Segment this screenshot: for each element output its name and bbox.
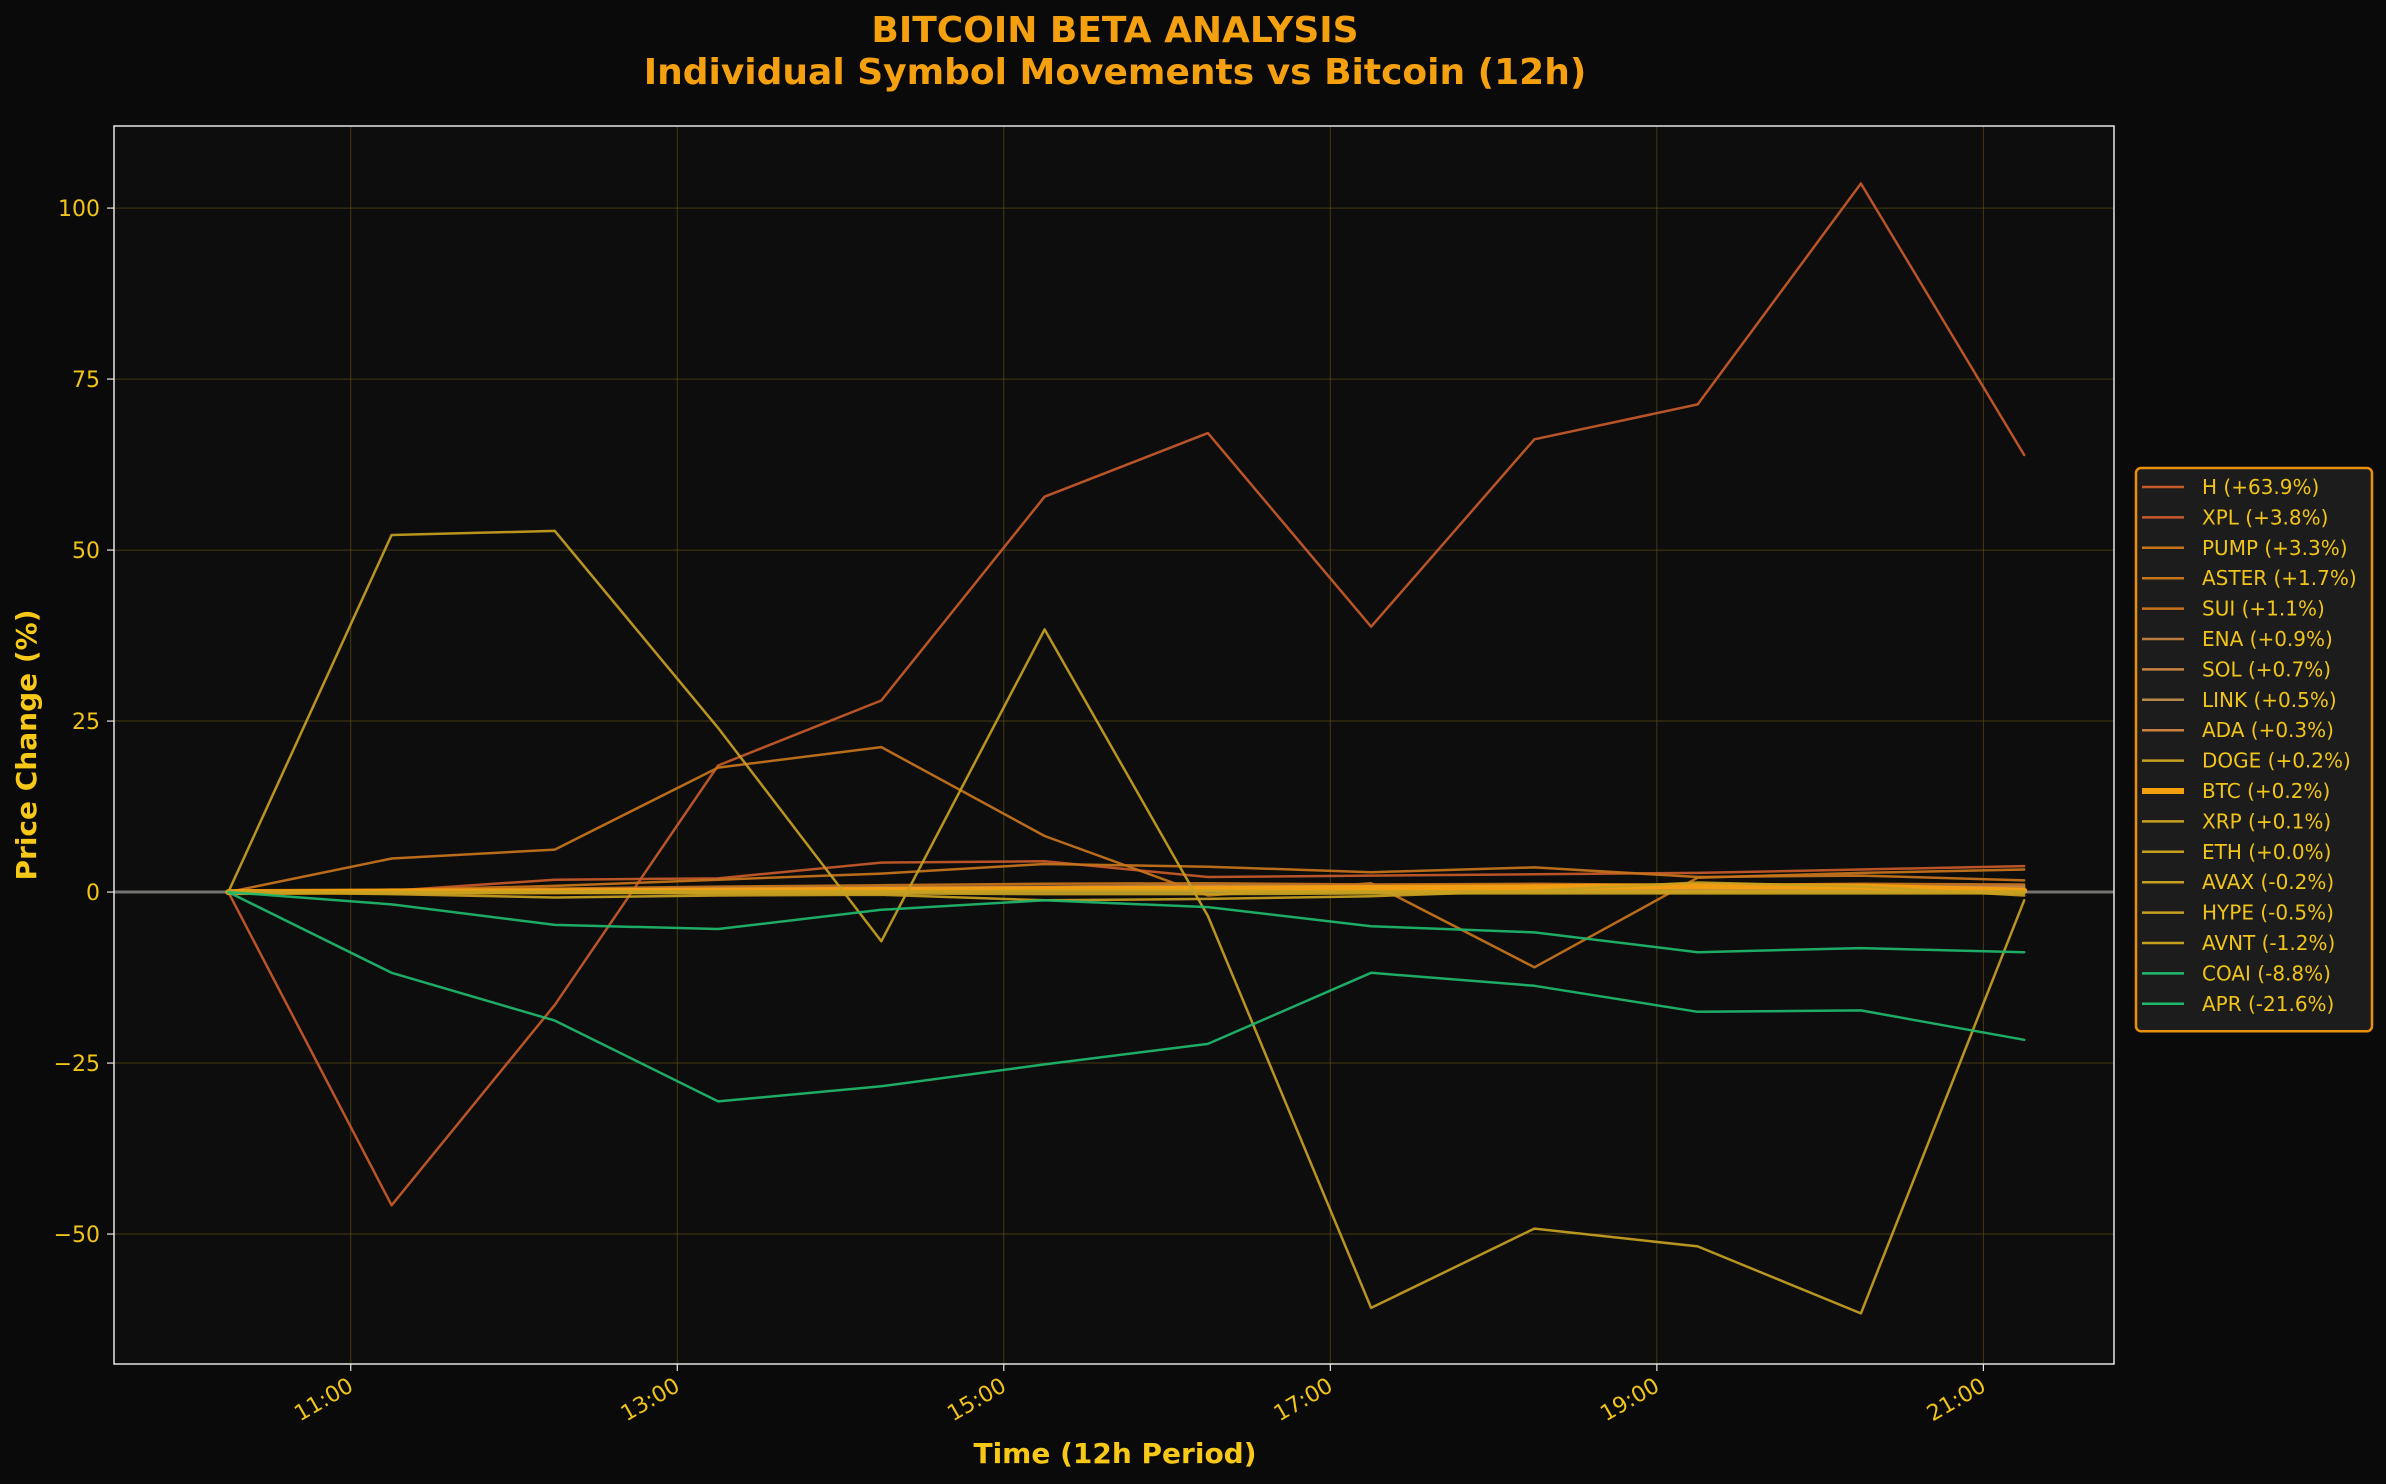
legend-label: H (+63.9%) <box>2202 475 2319 499</box>
y-ticks: 100 75 50 25 0 −25 −50 <box>54 197 114 1248</box>
y-tick-label: 50 <box>72 539 100 564</box>
legend: H (+63.9%) XPL (+3.8%) PUMP (+3.3%) ASTER (… <box>2134 466 2374 1033</box>
legend-label: BTC (+0.2%) <box>2202 779 2330 803</box>
y-tick-label: 100 <box>58 197 100 222</box>
y-tick-label: 75 <box>72 368 100 393</box>
y-tick-label: −25 <box>54 1052 100 1077</box>
legend-label: ASTER (+1.7%) <box>2202 566 2357 590</box>
chart-title: BITCOIN BETA ANALYSIS <box>871 10 1358 51</box>
legend-label: XPL (+3.8%) <box>2202 505 2328 529</box>
y-tick-label: −50 <box>54 1223 100 1248</box>
legend-label: AVNT (-1.2%) <box>2202 931 2335 955</box>
legend-label: PUMP (+3.3%) <box>2202 536 2348 560</box>
series-line-coai <box>227 890 2026 954</box>
legend-label: SOL (+0.7%) <box>2202 657 2331 681</box>
legend-label: AVAX (-0.2%) <box>2202 870 2334 894</box>
series-line-h <box>227 182 2026 1207</box>
legend-label: ETH (+0.0%) <box>2202 840 2331 864</box>
plot-frame <box>113 125 2115 1365</box>
plot-area <box>114 126 2114 1364</box>
series-line-apr <box>227 890 2026 1103</box>
series-line-avax <box>227 890 2026 896</box>
legend-label: HYPE (-0.5%) <box>2202 901 2334 925</box>
series-line-avnt <box>227 529 2026 1315</box>
y-tick-label: 0 <box>86 881 100 906</box>
legend-box <box>2134 466 2374 1033</box>
series-line-hype <box>227 881 2026 902</box>
x-axis-label: Time (12h Period) <box>973 1437 1256 1470</box>
legend-label: ADA (+0.3%) <box>2202 718 2334 742</box>
series-line-aster <box>227 862 2026 894</box>
chart-subtitle: Individual Symbol Movements vs Bitcoin (… <box>644 52 1587 93</box>
legend-label: COAI (-8.8%) <box>2202 961 2331 985</box>
y-axis-label: Price Change (%) <box>10 609 43 880</box>
y-tick-label: 25 <box>72 710 100 735</box>
series-lines <box>225 182 2028 1315</box>
legend-label: XRP (+0.1%) <box>2202 809 2331 833</box>
legend-label: APR (-21.6%) <box>2202 992 2334 1016</box>
legend-label: DOGE (+0.2%) <box>2202 749 2351 773</box>
legend-label: SUI (+1.1%) <box>2202 597 2325 621</box>
legend-label: ENA (+0.9%) <box>2202 627 2333 651</box>
series-line-xpl <box>227 860 2026 894</box>
legend-label: LINK (+0.5%) <box>2202 688 2337 712</box>
